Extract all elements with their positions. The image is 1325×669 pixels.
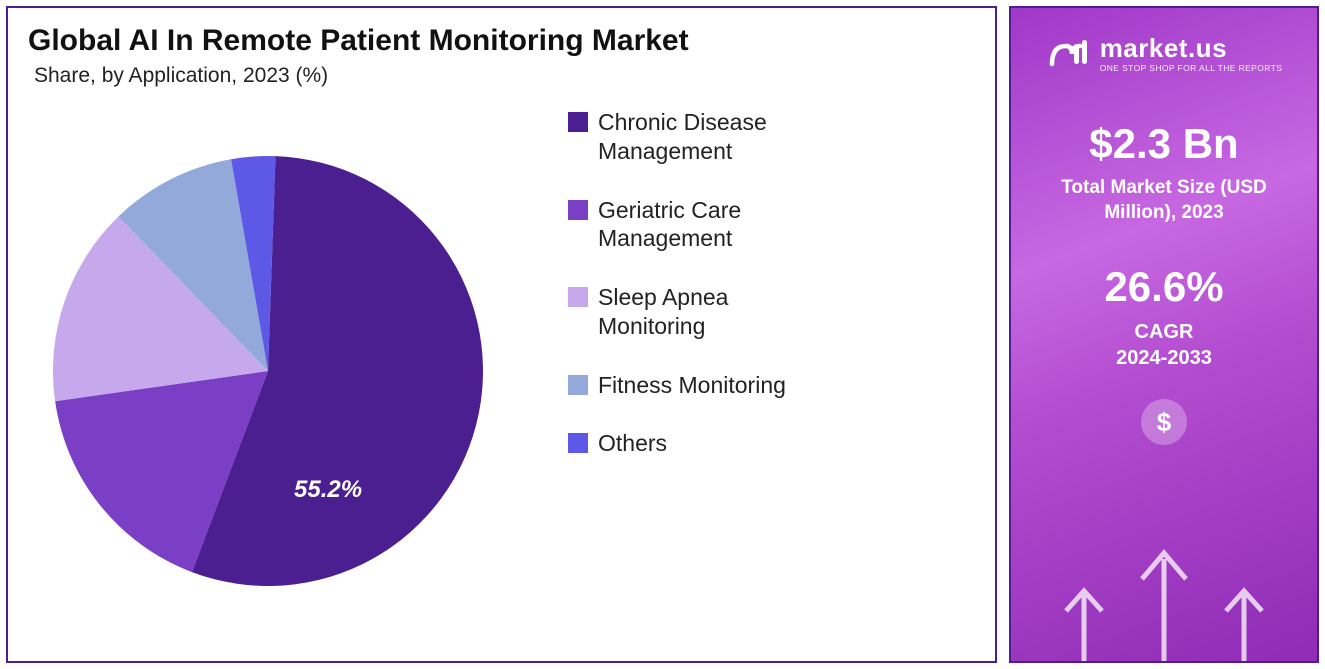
brand-tagline: ONE STOP SHOP FOR ALL THE REPORTS [1100, 64, 1283, 73]
legend-label: Others [598, 429, 667, 458]
legend-label: Geriatric Care Management [598, 196, 818, 254]
stats-panel: market.us ONE STOP SHOP FOR ALL THE REPO… [1009, 6, 1319, 663]
brand-name: market.us [1100, 35, 1283, 61]
legend-item: Geriatric Care Management [568, 196, 818, 254]
legend-item: Others [568, 429, 818, 458]
legend-swatch [568, 112, 588, 132]
legend-item: Fitness Monitoring [568, 371, 818, 400]
chart-subtitle: Share, by Application, 2023 (%) [34, 64, 975, 88]
legend-item: Sleep Apnea Monitoring [568, 283, 818, 341]
legend-label: Sleep Apnea Monitoring [598, 283, 818, 341]
chart-area: 55.2% Chronic Disease Management Geriatri… [28, 96, 975, 661]
market-size-label: Total Market Size (USD Million), 2023 [1025, 176, 1303, 225]
chart-panel: Global AI In Remote Patient Monitoring M… [6, 6, 997, 663]
legend-swatch [568, 200, 588, 220]
growth-arrows-icon [1054, 531, 1274, 661]
market-size-value: $2.3 Bn [1089, 120, 1238, 168]
cagr-value: 26.6% [1104, 263, 1223, 311]
brand-logo-icon [1046, 32, 1090, 76]
legend-label: Chronic Disease Management [598, 108, 818, 166]
legend-item: Chronic Disease Management [568, 108, 818, 166]
legend-label: Fitness Monitoring [598, 371, 786, 400]
brand: market.us ONE STOP SHOP FOR ALL THE REPO… [1046, 32, 1283, 76]
legend-swatch [568, 375, 588, 395]
chart-title: Global AI In Remote Patient Monitoring M… [28, 24, 975, 58]
legend-swatch [568, 433, 588, 453]
pie-chart: 55.2% [28, 96, 508, 616]
dollar-icon: $ [1141, 399, 1187, 445]
pie-data-label: 55.2% [294, 476, 362, 504]
cagr-label: CAGR2024-2033 [1116, 319, 1212, 371]
legend: Chronic Disease Management Geriatric Care… [508, 96, 818, 458]
legend-swatch [568, 287, 588, 307]
